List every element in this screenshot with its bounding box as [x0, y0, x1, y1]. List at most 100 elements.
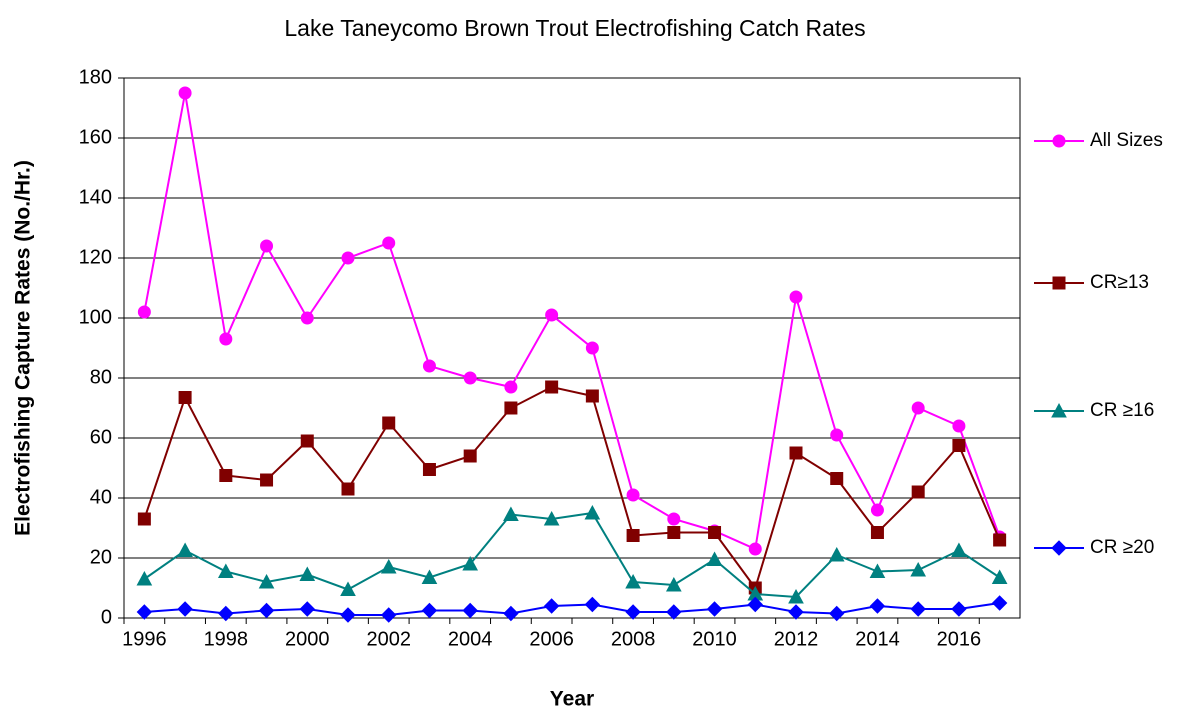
- data-point: [136, 604, 153, 620]
- x-tick-label: 2010: [692, 628, 737, 650]
- legend-marker: [1051, 402, 1067, 418]
- data-point: [789, 446, 803, 460]
- legend-label: All Sizes: [1090, 130, 1163, 151]
- plot-border: [123, 77, 1021, 619]
- data-point: [463, 449, 477, 463]
- x-tick-label: 1998: [204, 628, 249, 650]
- data-point: [828, 546, 845, 562]
- legend-label: CR ≥20: [1090, 537, 1154, 558]
- data-point: [422, 463, 436, 476]
- data-point: [543, 598, 560, 614]
- data-point: [462, 555, 479, 571]
- data-point: [952, 419, 966, 433]
- data-point: [258, 573, 275, 589]
- legend-marker: [1051, 540, 1067, 556]
- y-tick-label: 180: [79, 66, 112, 88]
- y-tick-label: 160: [79, 126, 112, 148]
- data-point: [870, 526, 884, 539]
- data-point: [300, 434, 314, 448]
- data-point: [626, 529, 640, 542]
- data-point: [991, 569, 1008, 584]
- data-point: [299, 566, 316, 581]
- data-point: [625, 573, 641, 589]
- x-tick-label: 1996: [122, 628, 167, 650]
- data-point: [218, 605, 234, 622]
- data-point: [585, 389, 599, 403]
- data-point: [340, 607, 356, 623]
- x-tick-label: 2014: [855, 628, 900, 650]
- x-tick-label: 2004: [448, 628, 493, 650]
- data-point: [137, 512, 151, 526]
- data-point: [177, 542, 193, 557]
- data-point: [178, 86, 192, 100]
- data-point: [869, 598, 886, 614]
- data-point: [177, 601, 193, 617]
- data-point: [381, 607, 397, 623]
- data-point: [341, 482, 355, 496]
- data-point: [952, 439, 966, 452]
- data-point: [217, 563, 234, 578]
- data-point: [788, 588, 804, 604]
- series-line: [144, 602, 1000, 616]
- data-point: [584, 596, 601, 613]
- data-point: [341, 251, 355, 265]
- data-point: [706, 601, 723, 617]
- data-point: [299, 601, 315, 617]
- data-point: [706, 551, 723, 566]
- data-point: [911, 401, 925, 415]
- x-tick-label: 2012: [774, 628, 819, 650]
- data-point: [382, 416, 396, 430]
- data-point: [625, 604, 641, 620]
- data-point: [504, 380, 518, 394]
- chart-title: Lake Taneycomo Brown Trout Electrofishin…: [284, 15, 865, 41]
- legend-label: CR≥13: [1090, 272, 1149, 293]
- data-point: [870, 503, 884, 517]
- data-point: [380, 558, 397, 574]
- y-tick-label: 40: [90, 486, 112, 508]
- data-point: [708, 526, 722, 539]
- legend-label: CR ≥16: [1090, 400, 1154, 421]
- y-axis-label: Electrofishing Capture Rates (No./Hr.): [12, 160, 35, 536]
- data-point: [869, 563, 886, 578]
- data-point: [504, 401, 518, 415]
- data-point: [747, 596, 763, 613]
- data-point: [584, 504, 601, 520]
- data-point: [830, 472, 844, 485]
- data-point: [911, 485, 925, 499]
- data-point: [830, 428, 844, 442]
- y-tick-label: 120: [79, 246, 112, 268]
- y-tick-label: 100: [79, 306, 112, 328]
- data-point: [258, 602, 275, 619]
- data-point: [748, 542, 762, 556]
- data-point: [503, 506, 519, 521]
- data-point: [137, 305, 151, 319]
- data-point: [829, 605, 845, 622]
- data-point: [219, 332, 233, 346]
- x-tick-label: 2000: [285, 628, 330, 650]
- x-tick-label: 2008: [611, 628, 656, 650]
- data-point: [789, 290, 803, 304]
- data-point: [991, 595, 1008, 611]
- data-point: [910, 561, 927, 577]
- data-point: [178, 391, 192, 404]
- y-tick-label: 140: [79, 186, 112, 208]
- data-point: [543, 510, 560, 526]
- data-point: [260, 473, 274, 487]
- series-line: [143, 511, 1001, 599]
- series-line: [143, 92, 1001, 551]
- data-point: [219, 469, 233, 482]
- data-point: [788, 604, 804, 620]
- y-tick-label: 60: [90, 426, 112, 448]
- data-point: [545, 380, 559, 394]
- data-point: [993, 533, 1007, 547]
- legend-marker: [1052, 276, 1066, 290]
- data-point: [260, 239, 274, 253]
- data-point: [340, 581, 356, 596]
- data-point: [463, 371, 477, 385]
- x-tick-label: 2002: [366, 628, 411, 650]
- series-line: [143, 385, 1001, 591]
- x-tick-label: 2006: [529, 628, 574, 650]
- data-point: [545, 308, 559, 322]
- data-point: [421, 602, 438, 619]
- data-point: [462, 602, 478, 619]
